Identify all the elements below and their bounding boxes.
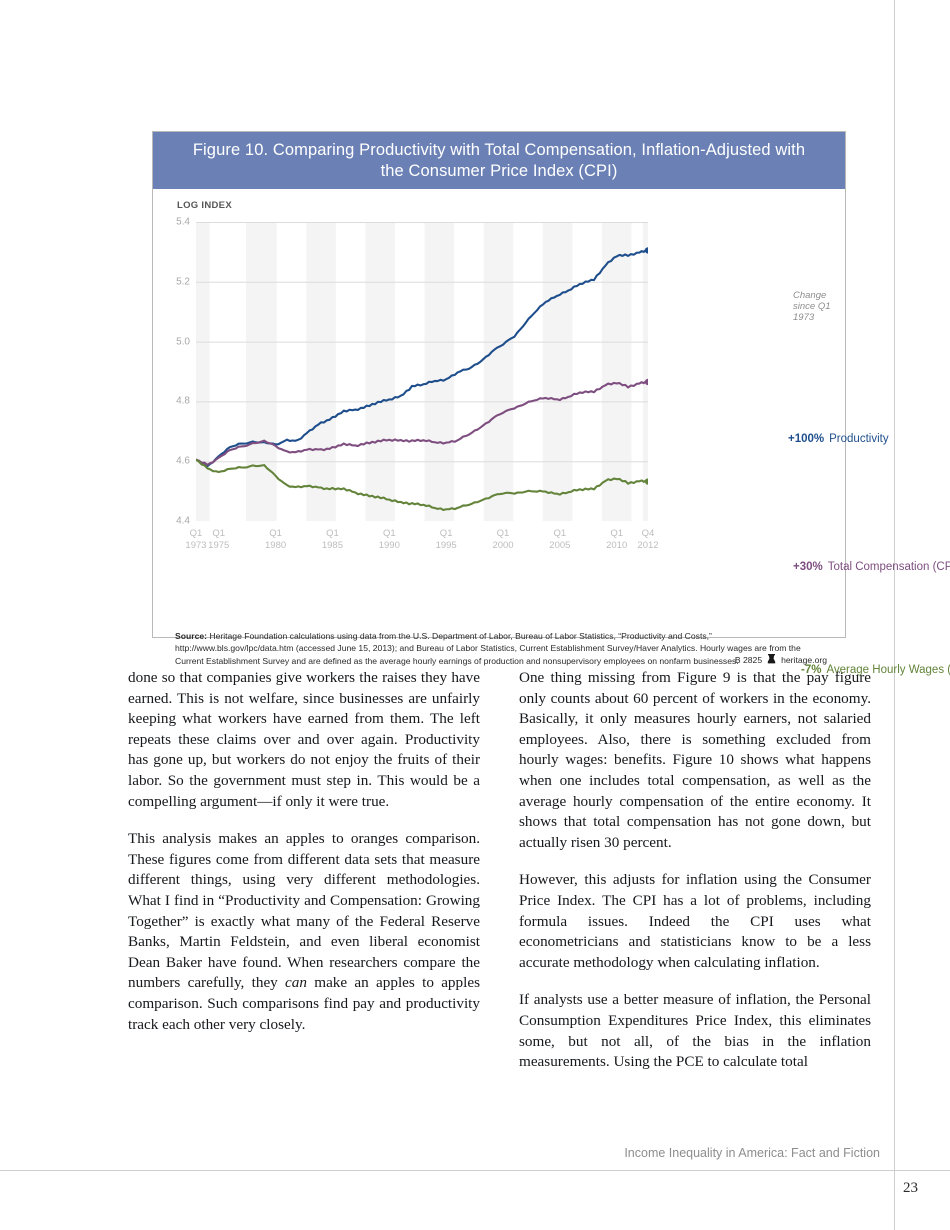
legend-change-productivity: +100% bbox=[788, 433, 825, 445]
x-tick-label: Q1 2000 bbox=[492, 528, 513, 551]
legend-change-average-hourly-wages: -7% bbox=[801, 664, 822, 676]
heritage-logo-icon bbox=[767, 653, 776, 667]
page-margin-rule-vertical bbox=[894, 0, 895, 1230]
x-tick-label: Q1 1975 bbox=[208, 528, 229, 551]
y-tick-label: 5.0 bbox=[176, 336, 190, 348]
plot-region: 5.4 5.2 5.0 4.8 4.6 4.4 Q1 1973 Q1 1975 Q1 1980 Q1 1… bbox=[176, 217, 658, 551]
page-number: 23 bbox=[903, 1180, 918, 1196]
y-tick-label: 4.8 bbox=[176, 395, 190, 407]
source-label: Source: bbox=[175, 631, 207, 641]
chart-code: B 2825 bbox=[734, 654, 763, 665]
x-tick-label: Q1 2010 bbox=[606, 528, 627, 551]
x-tick-year: 1995 bbox=[435, 539, 457, 551]
y-tick-label: 5.2 bbox=[176, 276, 190, 288]
left-column: done so that companies give workers the … bbox=[128, 668, 480, 1073]
legend-name-average-hourly-wages: Average Hourly Wages (CPI) bbox=[826, 664, 950, 676]
x-tick-quarter: Q1 bbox=[189, 528, 203, 539]
x-tick-label: Q1 1973 bbox=[185, 528, 206, 551]
paragraph: If analysts use a better measure of infl… bbox=[519, 991, 871, 1071]
body-columns: done so that companies give workers the … bbox=[128, 668, 871, 1073]
x-tick-year: 2000 bbox=[492, 539, 514, 551]
x-tick-quarter: Q1 bbox=[553, 528, 567, 539]
figure-source-note: Source: Heritage Foundation calculations… bbox=[175, 630, 827, 667]
x-tick-label: Q1 1990 bbox=[379, 528, 400, 551]
paragraph: However, this adjusts for inflation usin… bbox=[519, 871, 871, 971]
y-tick-label: 4.4 bbox=[176, 515, 190, 527]
legend-change-total-compensation: +30% bbox=[793, 561, 823, 573]
x-tick-label: Q4 2012 bbox=[637, 528, 658, 551]
legend-name-total-compensation: Total Compensation (CPI) bbox=[827, 561, 950, 573]
legend-label-productivity: +100% Productivity bbox=[788, 433, 889, 445]
x-tick-year: 1985 bbox=[321, 539, 344, 551]
x-tick-year: 2012 bbox=[637, 539, 659, 551]
paragraph-part-2: make an apples to apples comparison. Suc… bbox=[128, 974, 480, 1033]
x-tick-year: 1973 bbox=[185, 539, 207, 551]
credit-text: heritage.org bbox=[781, 654, 827, 665]
x-tick-year: 1975 bbox=[208, 539, 230, 551]
running-title: Income Inequality in America: Fact and F… bbox=[624, 1146, 880, 1160]
paragraph-part-1: This analysis makes an apples to oranges… bbox=[128, 830, 480, 992]
x-tick-year: 2010 bbox=[606, 539, 628, 551]
legend-label-average-hourly-wages: -7% Average Hourly Wages (CPI) bbox=[801, 664, 950, 676]
y-axis-title: LOG INDEX bbox=[177, 200, 232, 211]
legend-name-productivity: Productivity bbox=[829, 433, 889, 445]
x-tick-quarter: Q1 bbox=[326, 528, 339, 539]
figure-header-bar: Figure 10. Comparing Productivity with T… bbox=[153, 132, 845, 189]
paragraph: One thing missing from Figure 9 is that … bbox=[519, 669, 871, 851]
paragraph: This analysis makes an apples to oranges… bbox=[128, 829, 480, 1035]
x-tick-quarter: Q4 bbox=[641, 528, 655, 539]
x-tick-quarter: Q1 bbox=[382, 528, 396, 539]
x-tick-quarter: Q1 bbox=[496, 528, 510, 539]
x-tick-quarter: Q1 bbox=[439, 528, 453, 539]
x-tick-quarter: Q1 bbox=[610, 528, 624, 539]
y-tick-label: 4.6 bbox=[176, 455, 190, 467]
chart-svg bbox=[196, 222, 648, 521]
right-column: One thing missing from Figure 9 is that … bbox=[519, 668, 871, 1073]
x-tick-year: 2005 bbox=[549, 539, 571, 551]
x-tick-quarter: Q1 bbox=[269, 528, 282, 539]
chart-area: LOG INDEX 5.4 5.2 5.0 4.8 4.6 4.4 Q1 1973 Q1 197… bbox=[153, 189, 950, 676]
x-tick-year: 1980 bbox=[265, 539, 287, 551]
figure-10-container: Figure 10. Comparing Productivity with T… bbox=[152, 131, 950, 676]
change-since-annotation: Change since Q1 1973 bbox=[793, 290, 831, 323]
legend-label-total-compensation: +30% Total Compensation (CPI) bbox=[793, 561, 950, 573]
x-tick-label: Q1 2005 bbox=[549, 528, 570, 551]
emphasized-word: can bbox=[285, 974, 307, 992]
y-tick-label: 5.4 bbox=[176, 216, 190, 228]
x-tick-label: Q1 1980 bbox=[265, 528, 286, 551]
figure-title: Figure 10. Comparing Productivity with T… bbox=[192, 140, 806, 180]
page-footer-rule bbox=[0, 1170, 950, 1171]
figure-credit: B 2825 heritage.org bbox=[735, 653, 827, 667]
x-tick-year: 1990 bbox=[378, 539, 400, 551]
x-tick-quarter: Q1 bbox=[212, 528, 226, 539]
x-tick-label: Q1 1985 bbox=[322, 528, 343, 551]
source-text: Heritage Foundation calculations using d… bbox=[175, 631, 801, 666]
paragraph: done so that companies give workers the … bbox=[128, 669, 480, 810]
x-tick-label: Q1 1995 bbox=[436, 528, 457, 551]
